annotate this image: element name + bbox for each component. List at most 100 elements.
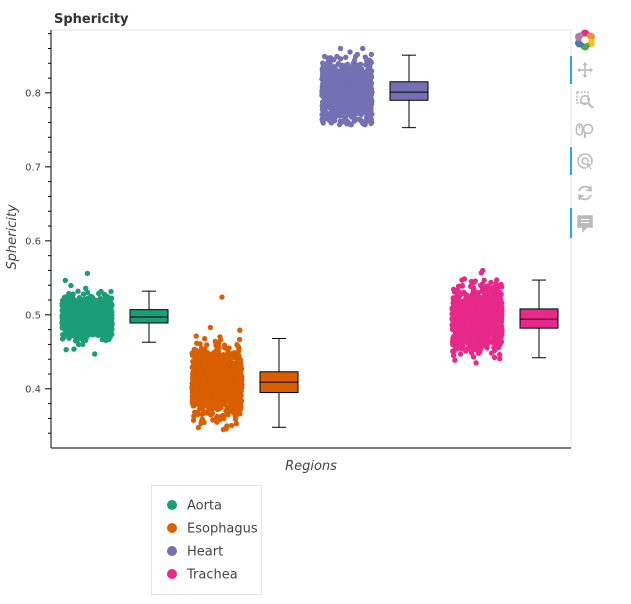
y-tick-label: 0.8 [25, 88, 41, 99]
plot-area[interactable] [50, 29, 572, 449]
data-point [327, 59, 333, 65]
data-point [481, 307, 487, 313]
points-aorta [59, 270, 115, 357]
legend-item-esophagus[interactable]: Esophagus [167, 522, 258, 537]
data-point [104, 305, 111, 311]
data-point [484, 318, 490, 324]
data-point [234, 409, 240, 416]
data-point [336, 73, 343, 79]
bokeh-logo-icon[interactable] [575, 29, 595, 51]
data-point [459, 277, 465, 283]
data-point [358, 66, 365, 72]
data-point [206, 373, 213, 379]
data-point [479, 339, 485, 346]
data-point [472, 299, 478, 305]
data-point [201, 357, 208, 363]
data-point [344, 61, 351, 67]
data-point [337, 45, 344, 52]
data-point [214, 392, 220, 398]
data-point [452, 346, 458, 352]
data-point [216, 371, 222, 378]
data-point [65, 299, 71, 306]
data-point [360, 73, 367, 79]
box-iqr [519, 308, 559, 329]
data-point [237, 327, 243, 333]
pan-icon[interactable] [577, 62, 593, 78]
data-point [356, 109, 363, 116]
data-point [368, 58, 374, 65]
data-point [450, 295, 456, 301]
data-point [199, 387, 206, 393]
data-point [486, 292, 493, 299]
data-point [349, 91, 355, 98]
data-point [205, 381, 211, 387]
data-point [195, 411, 201, 418]
y-tick-label: 0.6 [25, 236, 41, 247]
data-point [209, 410, 215, 417]
data-point [491, 354, 498, 361]
data-point [60, 332, 66, 339]
tap-tool-active-indicator [570, 147, 572, 175]
data-point [81, 318, 87, 325]
legend-item-heart[interactable]: Heart [167, 545, 223, 560]
reset-icon[interactable] [577, 185, 593, 201]
data-point [473, 292, 479, 298]
data-point [367, 76, 373, 82]
hover-icon[interactable] [577, 215, 593, 233]
data-point [75, 288, 81, 294]
data-point [95, 314, 101, 320]
data-point [494, 277, 500, 283]
box-zoom-icon[interactable] [576, 91, 594, 109]
legend-item-trachea[interactable]: Trachea [167, 568, 238, 583]
data-point [228, 422, 235, 429]
data-point [212, 362, 218, 369]
data-point [329, 89, 336, 95]
data-point [488, 279, 494, 286]
data-point [219, 294, 225, 300]
data-point [196, 371, 202, 377]
legend-swatch [167, 500, 177, 510]
data-point [331, 64, 338, 70]
data-point [323, 86, 329, 92]
data-point [83, 285, 89, 291]
data-point [360, 88, 367, 94]
data-point [84, 289, 91, 296]
data-point [74, 306, 80, 313]
legend-item-aorta[interactable]: Aorta [167, 499, 222, 514]
data-point [331, 108, 337, 114]
data-point [75, 335, 81, 342]
data-point [473, 347, 480, 353]
data-point [234, 397, 240, 403]
data-point [213, 342, 219, 348]
data-point [496, 328, 502, 334]
data-point [321, 105, 328, 111]
data-point [220, 426, 227, 433]
data-point [336, 106, 342, 113]
data-point [80, 291, 87, 297]
data-point [498, 339, 505, 345]
data-point [227, 380, 233, 386]
data-point [480, 267, 486, 274]
data-point [221, 415, 227, 422]
box-plot-esophagus[interactable] [259, 338, 299, 428]
data-point [67, 317, 73, 323]
data-point [192, 382, 198, 389]
wheel-zoom-icon[interactable] [575, 123, 594, 139]
data-point [236, 378, 243, 385]
box-plot-trachea[interactable] [519, 279, 559, 359]
data-point [459, 319, 465, 326]
data-point [237, 357, 243, 363]
data-point [347, 73, 353, 79]
data-point [360, 45, 366, 52]
data-point [102, 319, 108, 325]
data-point [197, 351, 204, 358]
data-point [497, 351, 503, 358]
box-plot-heart[interactable] [389, 54, 429, 129]
tap-icon[interactable] [577, 153, 594, 171]
box-plot-aorta[interactable] [129, 290, 169, 343]
y-axis-label: Sphericity [5, 204, 20, 270]
data-point [332, 82, 338, 89]
data-point [473, 360, 479, 366]
data-point [458, 344, 465, 350]
